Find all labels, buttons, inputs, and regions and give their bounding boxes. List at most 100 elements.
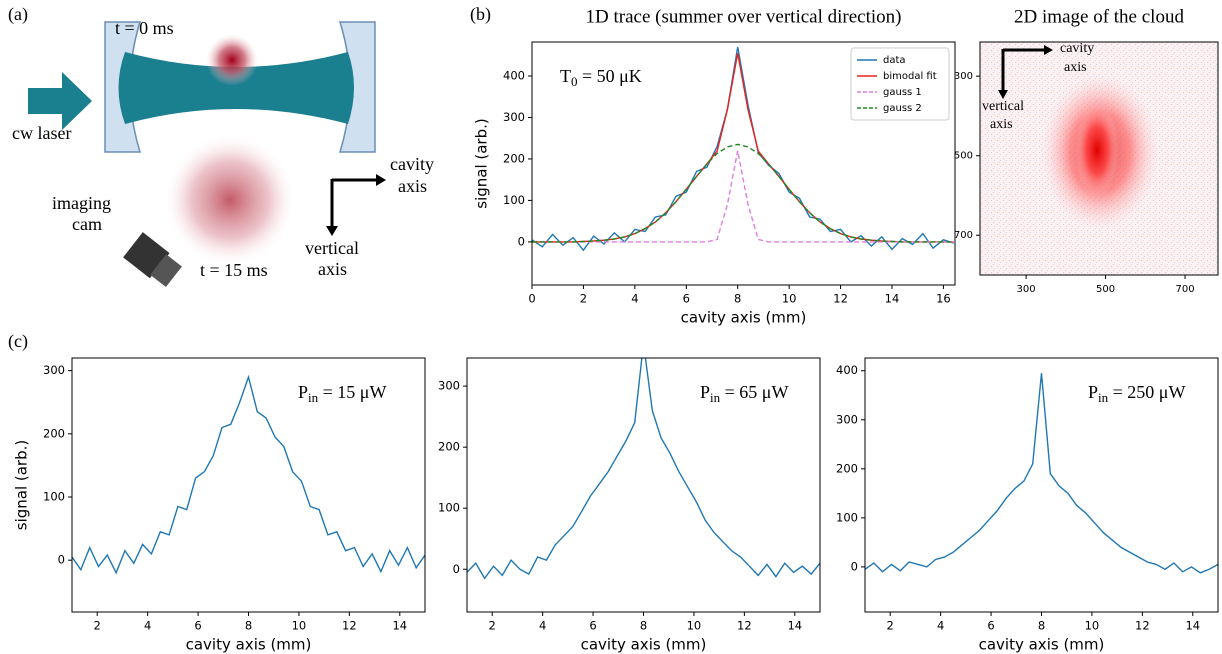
cloud-core: [1075, 102, 1119, 198]
y-tick-label: 300: [503, 110, 525, 124]
y-tick-label: 0: [851, 559, 858, 573]
annotation-sub: in: [1098, 390, 1109, 405]
label: cam: [72, 214, 102, 234]
x-tick-label: 700: [1175, 284, 1194, 295]
x-tick-label: 4: [937, 619, 944, 633]
setup-diagram: t = 0 ms cw laser cavity axis vertical a…: [12, 18, 434, 288]
x-tick-label: 6: [683, 292, 690, 306]
x-axis-label: cavity axis (mm): [681, 309, 807, 327]
y-tick-label: 200: [503, 151, 525, 165]
annotation-base: T: [560, 66, 571, 86]
annotation-tail: = 50 μK: [578, 66, 642, 86]
annotation-sub: in: [308, 390, 319, 405]
x-tick-label: 500: [1096, 284, 1115, 295]
x-tick-label: 8: [734, 292, 741, 306]
y-tick-label: 200: [43, 426, 65, 440]
y-tick-label: 500: [954, 151, 973, 162]
panel-label: (c): [8, 331, 28, 352]
x-axis-label: cavity axis (mm): [581, 636, 707, 654]
x-tick-label: 12: [737, 619, 752, 633]
x-tick-label: 12: [342, 619, 357, 633]
y-tick-label: 100: [503, 193, 525, 207]
arrow-head: [998, 90, 1008, 99]
series-line: [532, 150, 954, 243]
x-tick-label: 4: [539, 619, 546, 633]
y-tick-label: 0: [58, 553, 65, 567]
series-line: [865, 373, 1218, 574]
chart-title: 2D image of the cloud: [1014, 6, 1184, 27]
x-axis-label: cavity axis (mm): [979, 636, 1105, 654]
x-tick-label: 10: [292, 619, 307, 633]
y-tick-label: 200: [438, 440, 460, 454]
y-tick-label: 300: [43, 363, 65, 377]
axes-frame: [531, 41, 956, 286]
panel-label: (a): [8, 4, 28, 25]
x-tick-label: 8: [640, 619, 647, 633]
annotation-base: P: [1088, 382, 1098, 402]
series-line: [72, 374, 425, 575]
legend-label: data: [883, 55, 906, 66]
annotation-sub: in: [710, 390, 721, 405]
y-tick-label: 400: [503, 69, 525, 83]
x-tick-label: 2: [887, 619, 894, 633]
label: axis: [318, 259, 347, 279]
legend-label: bimodal fit: [883, 71, 937, 82]
x-tick-label: 8: [245, 619, 252, 633]
legend-label: gauss 2: [883, 103, 922, 114]
series-line: [467, 358, 820, 580]
x-tick-label: 14: [885, 292, 900, 306]
y-tick-label: 300: [438, 379, 460, 393]
label: cavity: [390, 154, 434, 174]
label: t = 15 ms: [200, 260, 268, 280]
label: cw laser: [12, 123, 71, 143]
x-tick-label: 2: [580, 292, 587, 306]
y-tick-label: 700: [954, 230, 973, 241]
y-axis-label: signal (arb.): [13, 440, 31, 531]
camera: [123, 232, 182, 288]
arrow-head: [376, 174, 386, 186]
y-axis-label: signal (arb.): [473, 118, 491, 209]
x-tick-label: 6: [194, 619, 201, 633]
cloud: [166, 136, 294, 264]
camera-lens: [150, 254, 182, 288]
x-axis-label: cavity axis (mm): [186, 636, 312, 654]
axes-frame: [71, 357, 426, 613]
x-tick-label: 10: [687, 619, 702, 633]
series-line: [532, 143, 954, 243]
x-tick-label: 4: [144, 619, 151, 633]
annotation: Pin = 65 μW: [700, 382, 788, 405]
cavity-beam: [118, 52, 354, 124]
annotation-tail: = 15 μW: [318, 382, 386, 402]
cloud: [206, 34, 258, 86]
y-tick-label: 200: [836, 461, 858, 475]
annotation: Pin = 250 μW: [1088, 382, 1185, 405]
legend-label: gauss 1: [883, 87, 922, 98]
y-tick-label: 100: [43, 490, 65, 504]
label: vertical: [305, 238, 359, 258]
x-tick-label: 0: [528, 292, 535, 306]
arrow-head: [1044, 45, 1053, 55]
annotation-tail: = 65 μW: [720, 382, 788, 402]
annotation: Pin = 15 μW: [298, 382, 386, 405]
annotation-base: P: [700, 382, 710, 402]
y-tick-label: 0: [518, 234, 525, 248]
image-annotation: vertical: [982, 99, 1024, 114]
x-tick-label: 4: [631, 292, 638, 306]
x-tick-label: 14: [787, 619, 802, 633]
y-tick-label: 300: [836, 412, 858, 426]
series-line: [532, 46, 954, 252]
x-tick-label: 6: [987, 619, 994, 633]
annotation: T0 = 50 μK: [560, 66, 642, 89]
x-tick-label: 12: [1135, 619, 1150, 633]
laser-arrow: [28, 72, 92, 130]
x-tick-label: 2: [94, 619, 101, 633]
y-tick-label: 0: [453, 562, 460, 576]
x-tick-label: 12: [833, 292, 848, 306]
y-tick-label: 100: [438, 501, 460, 515]
annotation-tail: = 250 μW: [1108, 382, 1185, 402]
x-tick-label: 300: [1017, 284, 1036, 295]
annotation-base: P: [298, 382, 308, 402]
panel-label: (b): [470, 4, 491, 25]
x-tick-label: 10: [1085, 619, 1100, 633]
